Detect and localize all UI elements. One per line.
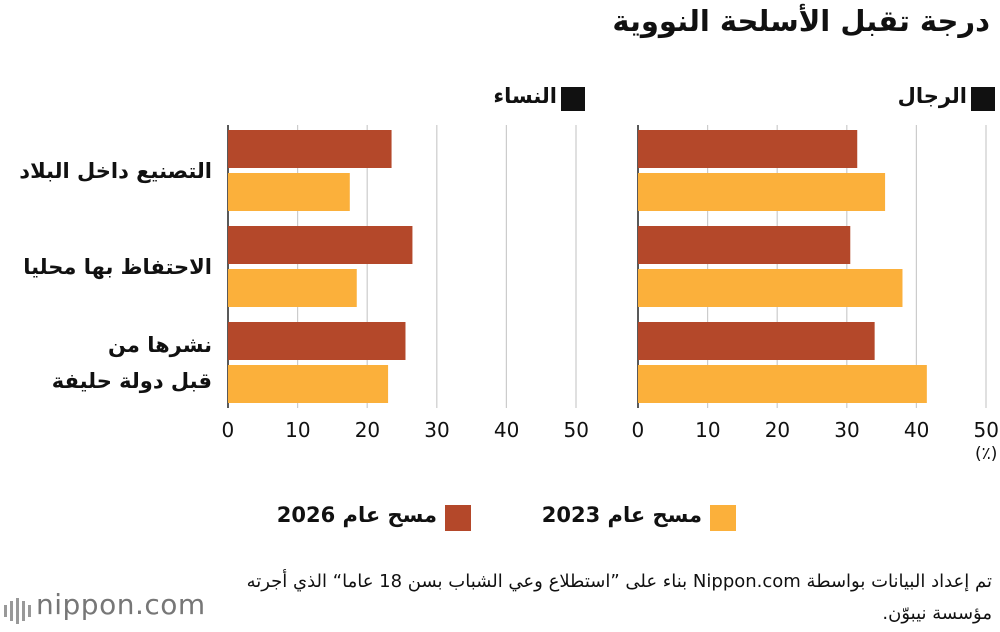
- x-tick-label: 30: [424, 418, 450, 442]
- legend-label: مسح عام 2023: [541, 503, 702, 527]
- bar: [228, 130, 392, 168]
- bar: [228, 322, 406, 360]
- category-label: نشرها من قبل دولة حليفة: [51, 332, 212, 393]
- legend-label: مسح عام 2026: [276, 503, 437, 527]
- x-tick-label: 40: [493, 418, 520, 442]
- source-note: تم إعداد البيانات بواسطة Nippon.com بناء…: [246, 571, 992, 624]
- bar: [638, 322, 875, 360]
- bar: [228, 226, 413, 264]
- category-label: الاحتفاظ بها محليا: [23, 254, 212, 279]
- bar: [228, 269, 357, 307]
- bar: [638, 365, 927, 403]
- bar: [638, 173, 886, 211]
- legend-swatch: [445, 505, 471, 531]
- panel-title: النساء: [493, 84, 557, 108]
- x-tick-label: 50: [973, 418, 999, 442]
- bar: [638, 269, 903, 307]
- bar: [228, 365, 389, 403]
- bar: [638, 130, 858, 168]
- category-label: التصنيع داخل البلاد: [19, 158, 212, 183]
- x-tick-label: 30: [834, 418, 860, 442]
- bar: [638, 226, 851, 264]
- x-tick-label: 40: [903, 418, 930, 442]
- legend-square: [971, 87, 995, 111]
- x-tick-label: 10: [695, 418, 721, 442]
- x-tick-label: 50: [563, 418, 589, 442]
- x-tick-label: 0: [631, 418, 645, 442]
- x-tick-label: 0: [221, 418, 235, 442]
- legend-square: [561, 87, 585, 111]
- unit-label: (٪): [975, 444, 998, 464]
- logo: nippon.com: [36, 588, 206, 621]
- x-tick-label: 20: [354, 418, 381, 442]
- panel-title: الرجال: [897, 84, 967, 108]
- legend-swatch: [710, 505, 736, 531]
- x-tick-label: 10: [285, 418, 311, 442]
- logo-icon: [4, 598, 31, 624]
- chart-title: درجة تقبل الأسلحة النووية: [612, 4, 990, 38]
- bar: [228, 173, 350, 211]
- x-tick-label: 20: [764, 418, 791, 442]
